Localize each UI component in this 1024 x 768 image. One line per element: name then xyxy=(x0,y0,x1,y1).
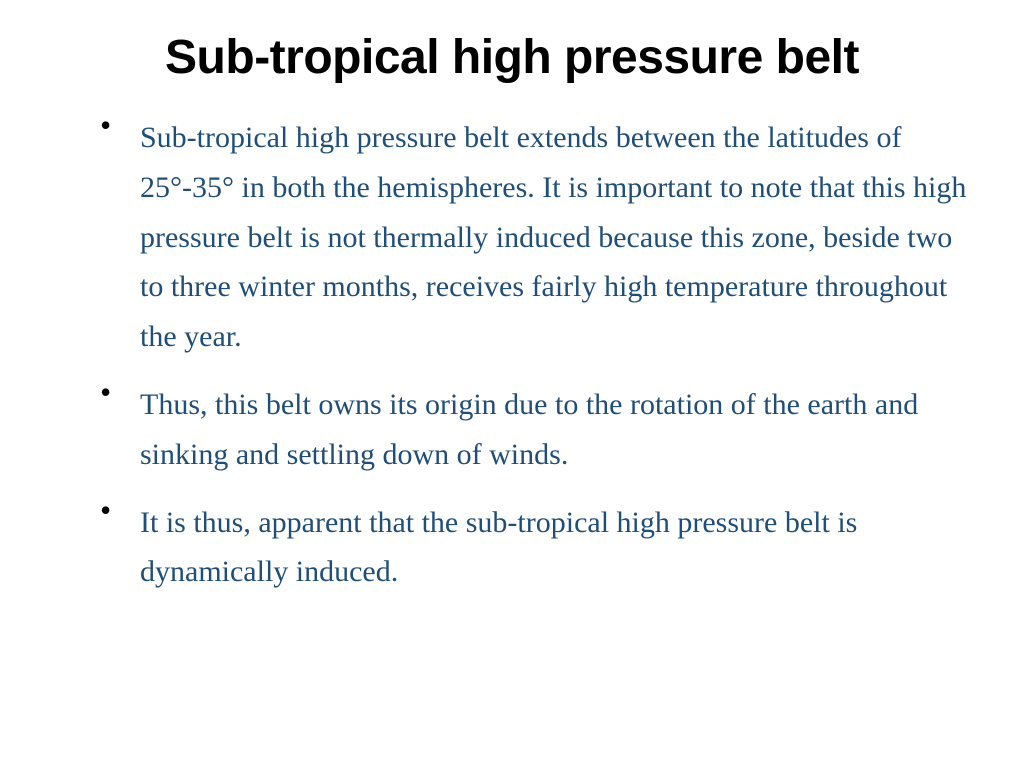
bullet-list: Sub-tropical high pressure belt extends … xyxy=(50,113,974,597)
slide-title: Sub-tropical high pressure belt xyxy=(50,30,974,85)
bullet-text: Thus, this belt owns its origin due to t… xyxy=(140,380,974,480)
bullet-text: Sub-tropical high pressure belt extends … xyxy=(140,113,974,362)
list-item: It is thus, apparent that the sub-tropic… xyxy=(110,498,974,598)
bullet-text: It is thus, apparent that the sub-tropic… xyxy=(140,498,974,598)
list-item: Sub-tropical high pressure belt extends … xyxy=(110,113,974,362)
list-item: Thus, this belt owns its origin due to t… xyxy=(110,380,974,480)
